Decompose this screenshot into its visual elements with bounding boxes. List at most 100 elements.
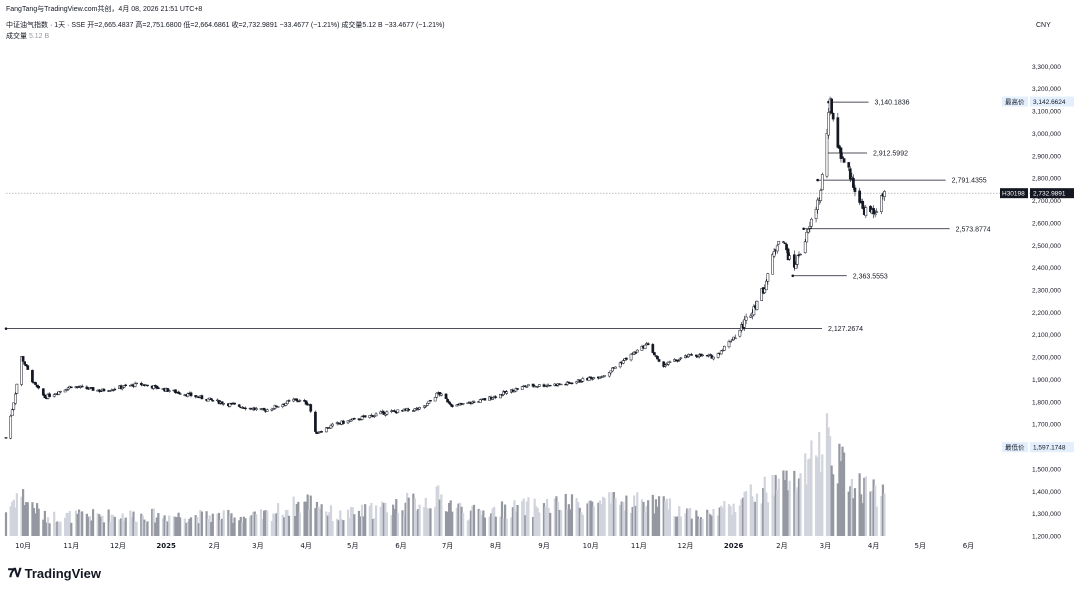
candle-body bbox=[57, 391, 61, 395]
volume-bar bbox=[810, 440, 813, 536]
volume-bar bbox=[864, 476, 867, 536]
candle-body bbox=[883, 191, 886, 197]
candle-body bbox=[20, 356, 23, 385]
volume-bar bbox=[273, 514, 277, 536]
candle-body bbox=[643, 344, 647, 350]
volume-bar bbox=[721, 508, 724, 536]
candle-body bbox=[337, 422, 341, 424]
volume-bar bbox=[743, 491, 746, 536]
volume-bar bbox=[91, 509, 95, 536]
volume-bar bbox=[85, 513, 88, 536]
volume-bar bbox=[830, 465, 833, 536]
volume-bar bbox=[511, 507, 514, 536]
volume-bar bbox=[359, 516, 362, 536]
volume-bar bbox=[731, 514, 734, 536]
volume-bar bbox=[706, 509, 709, 536]
volume-bar bbox=[4, 512, 8, 536]
volume-bar bbox=[261, 518, 264, 536]
volume-bar bbox=[494, 516, 497, 536]
volume-bar bbox=[306, 494, 309, 536]
volume-bar bbox=[336, 518, 339, 536]
volume-bar bbox=[860, 494, 863, 536]
y-tick-label: 1,300,000 bbox=[1032, 511, 1061, 518]
volume-bar bbox=[687, 508, 690, 536]
volume-bar bbox=[797, 478, 801, 536]
candle-body bbox=[393, 410, 397, 412]
candle-body bbox=[786, 248, 790, 261]
candle-body bbox=[738, 329, 742, 337]
candle-body bbox=[449, 403, 453, 406]
candle-body bbox=[447, 401, 451, 404]
y-tick-label: 2,600,000 bbox=[1032, 220, 1061, 227]
candle-body bbox=[772, 251, 776, 257]
x-tick-label: 8月 bbox=[490, 542, 501, 550]
price-marker-value-bg bbox=[1030, 442, 1074, 453]
volume-bar bbox=[483, 517, 486, 536]
volume-bar bbox=[331, 521, 334, 536]
candle-body bbox=[548, 384, 552, 387]
candle-body bbox=[331, 423, 334, 427]
volume-bar bbox=[850, 478, 853, 536]
candle-body bbox=[827, 112, 830, 136]
candle-body bbox=[667, 361, 670, 365]
candle-body bbox=[796, 255, 799, 265]
volume-bar bbox=[231, 522, 235, 536]
volume-bar bbox=[839, 461, 843, 536]
candle-body bbox=[461, 403, 465, 405]
volume-bar bbox=[462, 512, 465, 536]
volume-bar bbox=[858, 473, 861, 536]
candle-body bbox=[4, 437, 8, 439]
volume-bar bbox=[545, 498, 549, 536]
volume-bar bbox=[370, 502, 373, 536]
volume-bar bbox=[154, 522, 157, 536]
volume-bar bbox=[63, 517, 67, 536]
volume-bar bbox=[504, 504, 507, 536]
candle-body bbox=[783, 242, 787, 245]
volume-bar bbox=[56, 521, 59, 536]
candle-body bbox=[839, 147, 843, 159]
volume-bar bbox=[42, 519, 45, 536]
candle-body bbox=[592, 377, 596, 380]
volume-bar bbox=[292, 496, 295, 536]
volume-bar bbox=[438, 499, 441, 536]
volume-bar bbox=[863, 477, 866, 536]
candle-body bbox=[244, 407, 247, 410]
candle-body bbox=[385, 411, 389, 415]
candle-body bbox=[825, 133, 829, 177]
volume-bar bbox=[819, 472, 822, 536]
volume-bar bbox=[874, 485, 877, 536]
candle-body bbox=[614, 366, 617, 369]
candle-body bbox=[764, 280, 768, 291]
volume-bar bbox=[513, 500, 516, 536]
volume-bar bbox=[611, 492, 614, 536]
candle-body bbox=[864, 207, 868, 216]
candle-body bbox=[166, 388, 170, 392]
candle-body bbox=[478, 399, 482, 403]
volume-bar bbox=[88, 516, 92, 536]
volume-bar bbox=[510, 517, 513, 536]
candle-body bbox=[601, 376, 605, 378]
volume-bar bbox=[416, 509, 420, 536]
candle-body bbox=[413, 408, 417, 411]
volume-bar bbox=[15, 493, 18, 536]
volume-bar bbox=[183, 518, 186, 536]
volume-bar bbox=[12, 499, 15, 536]
candle-body bbox=[139, 383, 143, 386]
tradingview-logo[interactable]: 𝟕𝐕 TradingView bbox=[8, 566, 101, 581]
volume-bar bbox=[514, 511, 518, 536]
candle-body bbox=[281, 404, 285, 407]
volume-bar bbox=[353, 514, 356, 536]
candle-body bbox=[286, 400, 289, 404]
price-marker-name-bg bbox=[1002, 442, 1028, 453]
y-tick-label: 2,700,000 bbox=[1032, 198, 1061, 205]
volume-bar bbox=[404, 502, 407, 536]
candle-body bbox=[433, 397, 437, 402]
volume-bar bbox=[392, 504, 395, 536]
volume-bar bbox=[371, 519, 375, 536]
candle-body bbox=[186, 393, 190, 397]
candle-body bbox=[838, 145, 841, 149]
volume-bar bbox=[542, 503, 546, 536]
candle-body bbox=[270, 408, 274, 411]
volume-bar bbox=[544, 506, 547, 536]
